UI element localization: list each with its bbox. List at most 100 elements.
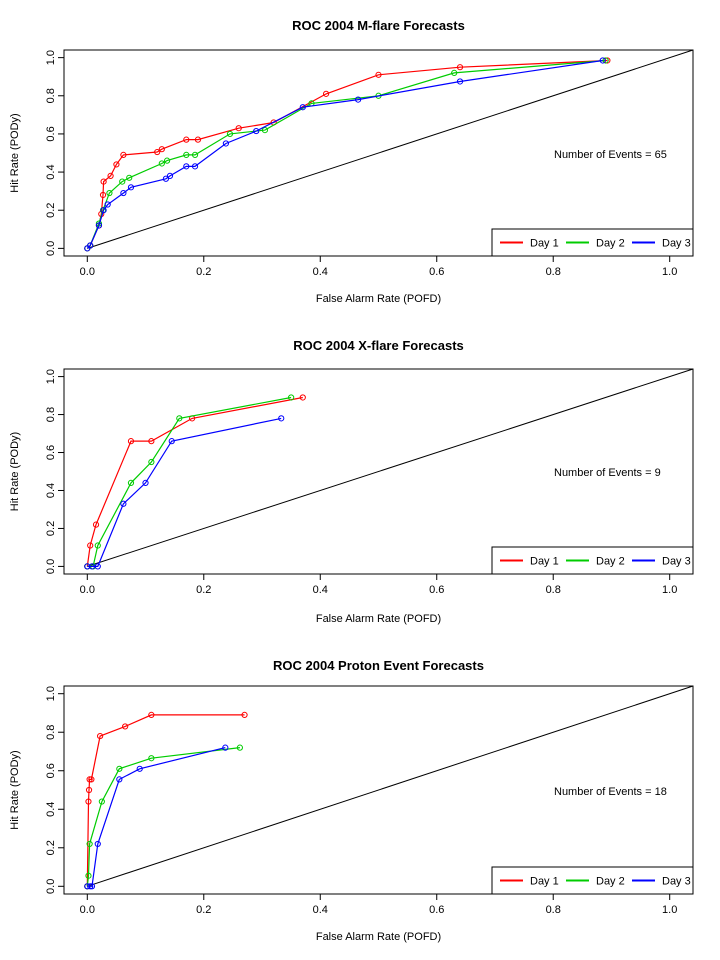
y-tick-label: 0.2: [45, 840, 57, 855]
y-tick-label: 0.6: [45, 763, 57, 778]
x-tick-label: 0.6: [429, 584, 444, 596]
series-day-3: [84, 57, 606, 252]
chart-title: ROC 2004 X-flare Forecasts: [293, 338, 464, 353]
y-tick-label: 0.4: [45, 164, 57, 179]
legend-label: Day 3: [662, 238, 691, 250]
data-point: [183, 151, 190, 159]
series-day-2: [84, 394, 295, 570]
data-point: [261, 127, 269, 134]
legend-box: [491, 228, 694, 257]
data-point: [94, 563, 101, 570]
data-point: [148, 438, 155, 445]
x-tick-label: 0.6: [429, 904, 444, 916]
events-annotation: Number of Events = 18: [554, 786, 667, 798]
diagonal-line: [87, 368, 694, 567]
data-point: [97, 732, 104, 740]
x-tick-label: 0.2: [196, 904, 211, 916]
x-tick-label: 1.0: [662, 904, 677, 916]
data-point: [278, 415, 285, 422]
data-point: [158, 160, 165, 167]
data-point: [104, 201, 111, 208]
series-line: [86, 59, 606, 249]
y-tick-label: 1.0: [45, 686, 57, 701]
data-point: [222, 744, 229, 751]
data-point: [148, 711, 155, 718]
y-tick-label: 0.4: [45, 802, 57, 817]
data-point: [88, 883, 96, 890]
legend-label: Day 3: [662, 556, 691, 568]
data-point: [168, 438, 175, 445]
x-axis-label: False Alarm Rate (POFD): [316, 293, 441, 305]
data-point: [86, 776, 93, 783]
x-tick-label: 1.0: [662, 584, 677, 596]
data-point: [95, 222, 103, 229]
data-point: [88, 563, 96, 570]
legend-label: Day 1: [530, 876, 559, 888]
data-point: [116, 776, 123, 783]
data-point: [88, 776, 95, 783]
x-tick-label: 1.0: [662, 266, 677, 278]
data-point: [191, 151, 199, 159]
series-day-3: [84, 415, 285, 570]
y-axis-label: Hit Rate (PODy): [9, 432, 21, 511]
data-point: [127, 184, 135, 191]
data-point: [236, 744, 243, 751]
series-line: [87, 747, 226, 887]
data-point: [113, 161, 120, 168]
legend-label: Day 2: [596, 876, 625, 888]
data-point: [120, 151, 127, 159]
data-point: [162, 175, 170, 182]
legend-label: Day 1: [530, 238, 559, 250]
chart-title: ROC 2004 Proton Event Forecasts: [273, 658, 484, 673]
legend-label: Day 2: [596, 238, 625, 250]
legend: Day 1 Day 2 Day 3: [491, 866, 694, 895]
series-line: [86, 59, 608, 249]
data-point: [226, 130, 234, 138]
x-tick-label: 0.4: [313, 266, 328, 278]
data-point: [136, 765, 143, 772]
data-point: [154, 148, 161, 156]
data-point: [87, 242, 94, 249]
chart-title: ROC 2004 M-flare Forecasts: [292, 18, 465, 33]
data-point: [163, 157, 171, 164]
x-tick-label: 0.4: [313, 904, 328, 916]
series-line: [86, 747, 240, 887]
data-point: [191, 163, 199, 170]
data-point: [119, 178, 126, 185]
x-tick-label: 0.2: [196, 266, 211, 278]
data-point: [599, 57, 606, 64]
series-day-3: [84, 744, 229, 890]
y-tick-label: 0.0: [45, 559, 57, 574]
data-point: [127, 438, 135, 445]
data-point: [84, 563, 91, 570]
data-point: [253, 127, 260, 135]
data-point: [126, 174, 133, 181]
data-point: [142, 479, 149, 486]
data-point: [456, 78, 464, 85]
legend-label: Day 2: [596, 556, 625, 568]
roc-panel-2: ROC 2004 X-flare Forecasts 0.0 0.2 0.4 0.6 0.…: [9, 338, 694, 625]
series-line: [86, 714, 245, 887]
series-day-2: [84, 744, 243, 890]
data-point: [148, 755, 155, 762]
x-tick-label: 0.4: [313, 584, 328, 596]
plot-frame: [63, 368, 694, 575]
data-point: [299, 394, 306, 401]
data-point: [87, 883, 94, 890]
data-point: [107, 172, 114, 179]
legend-box: [491, 866, 694, 895]
y-tick-label: 1.0: [45, 369, 57, 384]
data-point: [183, 136, 190, 143]
data-point: [355, 96, 362, 103]
data-point: [375, 71, 382, 78]
data-point: [288, 394, 295, 401]
data-point: [322, 90, 330, 97]
y-tick-label: 0.6: [45, 445, 57, 460]
data-point: [127, 479, 135, 486]
series-line: [87, 417, 282, 568]
y-tick-label: 0.4: [45, 483, 57, 498]
data-point: [106, 189, 113, 197]
data-point: [299, 104, 306, 111]
data-point: [85, 786, 93, 794]
y-tick-label: 0.8: [45, 407, 57, 422]
